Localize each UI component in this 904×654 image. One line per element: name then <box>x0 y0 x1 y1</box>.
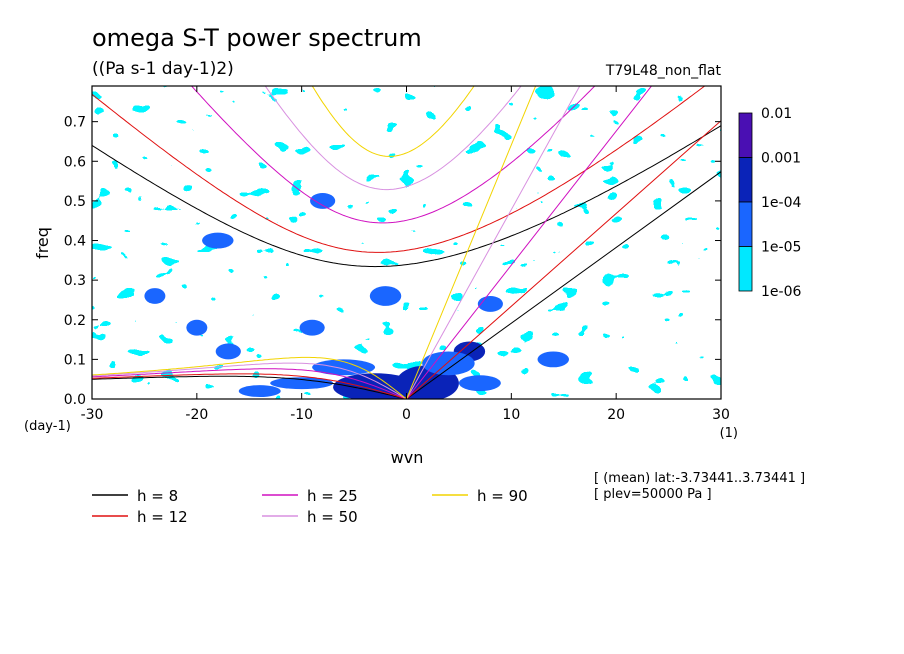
power-field-cyan <box>92 86 721 399</box>
power-patch <box>270 377 334 390</box>
info-latitude: [ (mean) lat:-3.73441..3.73441 ] <box>594 471 805 486</box>
x-axis-unit: (1) <box>720 426 738 441</box>
colorbar-label: 1e-04 <box>761 195 801 211</box>
power-patch <box>299 319 325 336</box>
colorbar-label: 1e-06 <box>761 284 801 300</box>
x-axis: -30 -20 -10 0 10 20 30 <box>81 86 730 423</box>
power-patch <box>186 319 208 336</box>
power-patch <box>238 385 281 398</box>
power-patch <box>310 192 336 209</box>
ig-curve-h12 <box>92 86 706 253</box>
power-patch <box>369 286 402 306</box>
colorbar-box <box>738 246 753 292</box>
rossby-curve-h12 <box>92 373 407 399</box>
y-tick-label: 0.1 <box>64 352 86 368</box>
power-patch <box>215 343 241 360</box>
power-hotspots <box>144 192 569 399</box>
kelvin-curve-h12 <box>406 120 721 399</box>
ig-curve-h8 <box>92 125 721 268</box>
y-tick-label: 0.2 <box>64 313 86 329</box>
power-patch <box>422 351 475 376</box>
x-axis-label: wvn <box>391 448 424 467</box>
colorbar-box <box>738 157 753 203</box>
rossby-curve-h50 <box>92 362 407 399</box>
power-patch <box>312 359 376 376</box>
y-axis-unit: (day-1) <box>24 419 71 434</box>
y-axis: 0.0 0.1 0.2 0.3 0.4 0.5 0.6 0.7 <box>64 115 721 408</box>
chart-units: ((Pa s-1 day-1)2) <box>92 59 234 79</box>
legend-label: h = 12 <box>137 508 188 526</box>
legend-label: h = 25 <box>307 487 358 505</box>
run-label: T79L48_non_flat <box>605 63 722 79</box>
y-tick-label: 0.6 <box>64 154 86 170</box>
colorbar-label: 1e-05 <box>761 240 801 256</box>
ig-curve-h90 <box>311 86 475 157</box>
x-tick-label: 0 <box>402 407 411 423</box>
kelvin-curve-h25 <box>406 86 653 399</box>
x-tick-label: -20 <box>185 407 208 423</box>
x-tick-label: 30 <box>712 407 730 423</box>
power-patch <box>144 288 166 304</box>
rossby-curve-h90 <box>92 356 407 399</box>
legend-label: h = 50 <box>307 508 358 526</box>
kelvin-curve-h8 <box>406 171 721 399</box>
x-tick-label: -30 <box>81 407 104 423</box>
colorbar-box <box>738 112 753 158</box>
chart-title: omega S-T power spectrum <box>92 24 422 52</box>
rossby-curve-h25 <box>92 368 407 399</box>
colorbar: 0.01 0.001 1e-04 1e-05 1e-06 <box>738 106 801 300</box>
x-tick-label: 10 <box>502 407 520 423</box>
legend: h = 8 h = 12 h = 25 h = 50 h = 90 <box>92 487 528 526</box>
dispersion-curves <box>92 86 721 399</box>
colorbar-box <box>738 201 753 247</box>
y-tick-label: 0.7 <box>64 115 86 131</box>
plot-area <box>91 85 722 400</box>
power-patch <box>537 351 569 368</box>
power-patch <box>202 232 234 249</box>
rossby-curve-h8 <box>92 375 407 399</box>
legend-label: h = 90 <box>477 487 528 505</box>
y-tick-label: 0.0 <box>64 392 86 408</box>
y-tick-label: 0.5 <box>64 194 86 210</box>
y-axis-label: freq <box>33 227 52 259</box>
kelvin-curve-h50 <box>406 86 581 399</box>
colorbar-label: 0.01 <box>761 106 792 122</box>
info-plev: [ plev=50000 Pa ] <box>594 487 712 502</box>
kelvin-curve-h90 <box>406 86 537 399</box>
y-tick-label: 0.4 <box>64 234 86 250</box>
power-patch <box>458 375 501 392</box>
colorbar-label: 0.001 <box>761 151 801 167</box>
legend-label: h = 8 <box>137 487 178 505</box>
x-tick-label: 20 <box>607 407 625 423</box>
y-tick-label: 0.3 <box>64 273 86 289</box>
ig-curve-h50 <box>264 86 522 191</box>
x-tick-label: -10 <box>290 407 313 423</box>
